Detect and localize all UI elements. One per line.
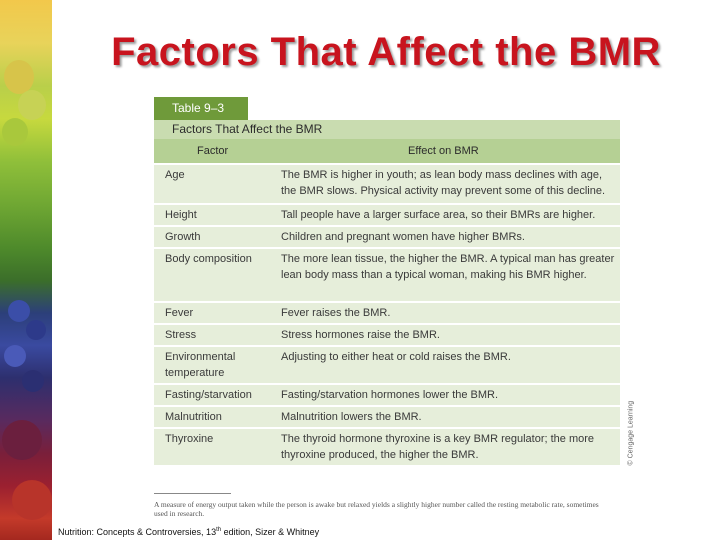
table-row: Environmental temperature Adjusting to e… <box>154 345 620 383</box>
factor-cell: Body composition <box>165 253 252 265</box>
table-row: Growth Children and pregnant women have … <box>154 225 620 247</box>
effect-cell: Fever raises the BMR. <box>281 307 391 319</box>
table-row: Height Tall people have a larger surface… <box>154 203 620 225</box>
effect-cell: The BMR is higher in youth; as lean body… <box>281 169 606 197</box>
effect-cell: Fasting/starvation hormones lower the BM… <box>281 389 499 401</box>
citation-text: Nutrition: Concepts & Controversies, 13 <box>58 527 217 537</box>
effect-cell: The thyroid hormone thyroxine is a key B… <box>281 433 595 461</box>
effect-cell: Malnutrition lowers the BMR. <box>281 411 422 423</box>
effect-cell: Adjusting to either heat or cold raises … <box>281 351 511 363</box>
factor-cell: Growth <box>165 231 201 243</box>
bmr-factors-table: Table 9–3 Factors That Affect the BMR Fa… <box>154 97 620 465</box>
source-citation: Nutrition: Concepts & Controversies, 13t… <box>58 527 319 537</box>
factor-cell: Fever <box>165 307 194 319</box>
citation-superscript: th <box>216 527 222 533</box>
table-row: Body composition The more lean tissue, t… <box>154 247 620 301</box>
effect-cell: The more lean tissue, the higher the BMR… <box>281 253 615 281</box>
factor-cell: Stress <box>165 329 197 341</box>
slide-title: Factors That Affect the BMR <box>111 30 661 74</box>
copyright-credit: © Cengage Learning <box>621 388 635 468</box>
effect-cell: Children and pregnant women have higher … <box>281 231 525 243</box>
factor-cell: Height <box>165 209 197 221</box>
table-row: Stress Stress hormones raise the BMR. <box>154 323 620 345</box>
header-effect: Effect on BMR <box>408 145 479 157</box>
effect-cell: Stress hormones raise the BMR. <box>281 329 440 341</box>
factor-cell: Malnutrition <box>165 411 222 423</box>
table-row: Fasting/starvation Fasting/starvation ho… <box>154 383 620 405</box>
factor-cell: Thyroxine <box>165 433 214 445</box>
table-row: Fever Fever raises the BMR. <box>154 301 620 323</box>
citation-text-end: edition, Sizer & Whitney <box>221 527 320 537</box>
effect-cell: Tall people have a larger surface area, … <box>281 209 596 221</box>
vegetable-photo-strip <box>0 0 52 540</box>
table-number-label: Table 9–3 <box>154 97 248 120</box>
table-title: Factors That Affect the BMR <box>154 120 620 139</box>
header-factor: Factor <box>197 145 229 157</box>
factor-cell: Environmental temperature <box>165 351 236 379</box>
footnote-divider <box>154 493 231 494</box>
footnote: A measure of energy output taken while t… <box>154 500 599 518</box>
copyright-text: © Cengage Learning <box>627 400 635 466</box>
table-row: Malnutrition Malnutrition lowers the BMR… <box>154 405 620 427</box>
table-header-row: Factor Effect on BMR <box>154 139 620 163</box>
table-row: Thyroxine The thyroid hormone thyroxine … <box>154 427 620 467</box>
factor-cell: Age <box>165 169 185 181</box>
factor-cell: Fasting/starvation <box>165 389 252 401</box>
table-row: Age The BMR is higher in youth; as lean … <box>154 163 620 203</box>
